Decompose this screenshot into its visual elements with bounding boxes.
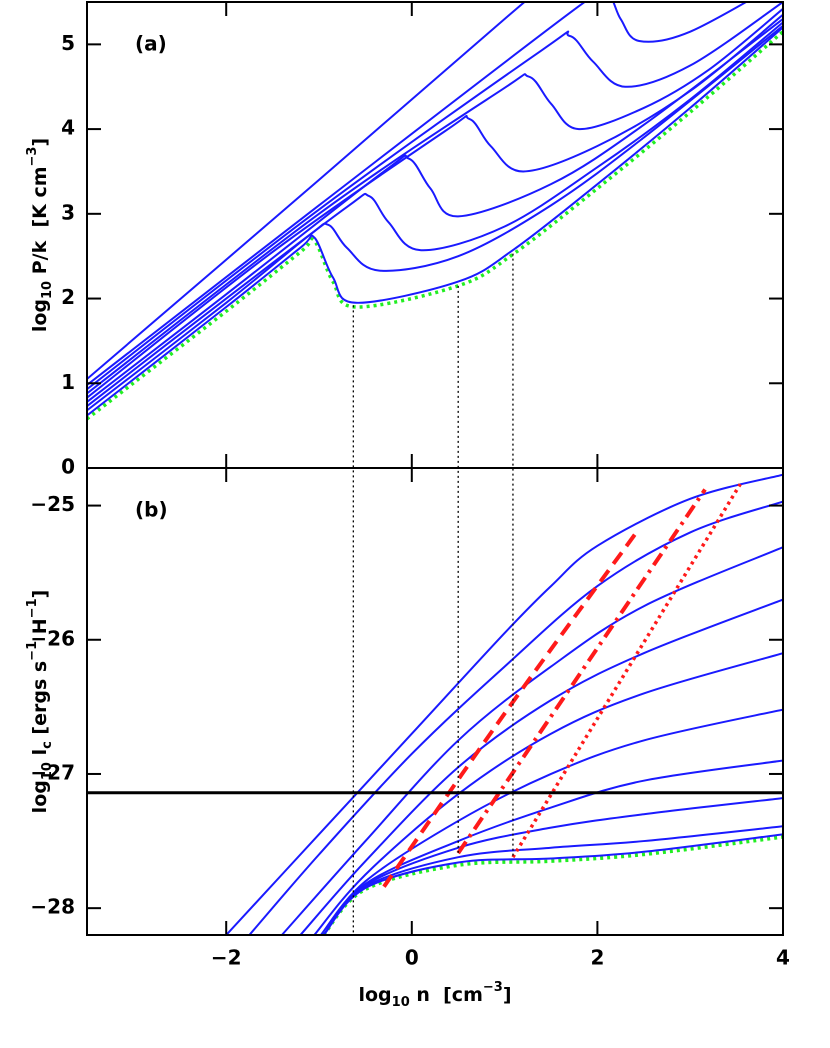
curve <box>320 708 783 935</box>
label-part: −3 <box>483 980 503 995</box>
y-tick-label: −26 <box>30 626 75 650</box>
label-part: H <box>29 618 51 641</box>
y-axis-label: log10 P/k [K cm−3] <box>25 138 55 332</box>
curve <box>87 21 783 407</box>
curve <box>87 2 526 380</box>
curve <box>225 473 783 935</box>
y-tick-label: 2 <box>61 285 75 309</box>
label-part: ] <box>29 138 51 147</box>
curve <box>248 500 783 935</box>
y-tick-label: 5 <box>61 31 75 55</box>
panel-label: (a) <box>135 32 167 56</box>
label-part: P/k [K cm <box>29 166 51 280</box>
label-part: l <box>29 749 51 762</box>
label-part: log <box>29 780 51 813</box>
curve <box>313 652 783 935</box>
curve <box>87 2 783 390</box>
label-part: 10 <box>392 995 410 1010</box>
curve <box>322 797 783 935</box>
curve <box>456 488 707 855</box>
y-tick-label: 0 <box>61 455 75 479</box>
label-part: [ergs s <box>29 661 51 741</box>
curve <box>87 8 783 395</box>
x-tick-label: 0 <box>405 946 419 970</box>
curve <box>87 24 783 412</box>
curve <box>281 546 783 935</box>
curve <box>87 2 749 386</box>
x-tick-label: 2 <box>590 946 604 970</box>
curve <box>322 759 783 935</box>
panel-label: (b) <box>135 498 168 522</box>
curve <box>382 531 638 888</box>
label-part: c <box>40 741 55 749</box>
y-axis-label: log10 lc [ergs s−1 H−1] <box>25 590 55 814</box>
y-tick-label: 4 <box>61 116 75 140</box>
frame <box>86 467 784 936</box>
curve <box>511 483 742 859</box>
label-part: −3 <box>25 147 40 167</box>
curve <box>87 26 783 417</box>
curve <box>87 18 783 403</box>
curve <box>322 833 783 935</box>
label-part: n [cm <box>410 984 483 1006</box>
y-tick-label: −27 <box>30 760 75 784</box>
y-tick-label: 3 <box>61 200 75 224</box>
label-part: log <box>29 299 51 332</box>
x-tick-label: −2 <box>211 946 242 970</box>
y-tick-label: 1 <box>61 370 75 394</box>
label-part: ] <box>29 590 51 599</box>
curve <box>322 835 783 935</box>
label-part: 10 <box>40 762 55 780</box>
label-part: ] <box>503 984 512 1006</box>
label-part: −1 <box>25 641 40 661</box>
label-part: 10 <box>40 281 55 299</box>
x-axis-label: log10 n [cm−3] <box>358 980 511 1010</box>
label-part: log <box>358 984 391 1006</box>
label-part: −1 <box>25 598 40 618</box>
y-tick-label: −28 <box>30 895 75 919</box>
x-tick-label: 4 <box>776 946 790 970</box>
y-tick-label: −25 <box>30 492 75 516</box>
curve <box>87 13 783 399</box>
